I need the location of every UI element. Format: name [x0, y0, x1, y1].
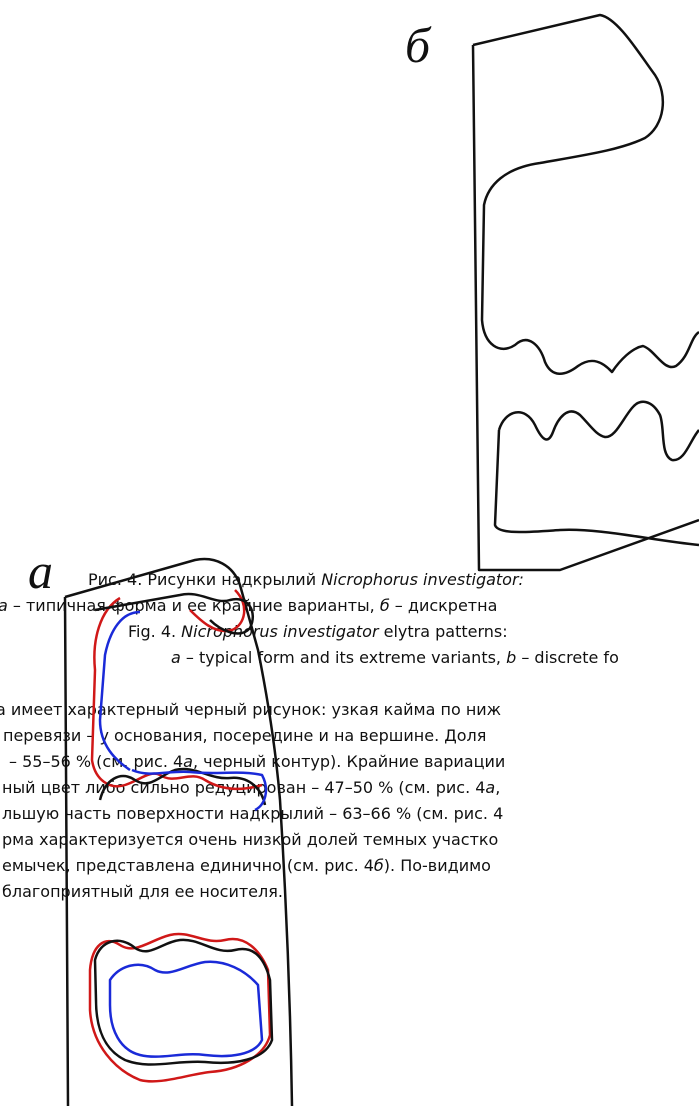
text: рма характеризуется очень низкой долей т… [2, 830, 499, 849]
text-line: a – typical form and its extreme variant… [171, 648, 619, 668]
pattern-contour-black [93, 592, 274, 1066]
text-line: рма характеризуется очень низкой долей т… [2, 830, 498, 850]
italic-text: а [0, 596, 8, 615]
figure-label: а [28, 543, 53, 599]
elytron-outline [63, 557, 294, 1106]
text: – дискретна [389, 596, 498, 615]
text-line: Fig. 4. Nicrophorus investigator elytra … [128, 622, 508, 642]
text: – typical form and its extreme variants, [180, 648, 507, 667]
italic-text: а [183, 752, 193, 771]
text-line: перевязи – у основания, посередине и на … [3, 726, 486, 746]
italic-text: б [379, 596, 390, 615]
text: – 55–56 % (см. рис. 4 [9, 752, 184, 771]
text: емычек, представлена единично (см. рис. … [2, 856, 374, 875]
pattern-contour-blue [98, 610, 268, 1058]
figure-label: б [405, 17, 432, 73]
text: , [495, 778, 501, 797]
italic-text: Nicrophorus investigator: [321, 570, 524, 589]
text: благоприятный для ее носителя. [2, 882, 283, 901]
text: – типичная форма и ее крайние варианты, [7, 596, 380, 615]
elytron-outline [471, 13, 699, 572]
text-line: а – типичная форма и ее крайние варианты… [0, 596, 497, 616]
italic-text: Nicrophorus investigator [181, 622, 379, 641]
text: перевязи – у основания, посередине и на … [3, 726, 487, 745]
text: а имеет характерный черный рисунок: узка… [0, 700, 502, 719]
text-line: благоприятный для ее носителя. [2, 882, 283, 902]
italic-text: b [506, 648, 517, 667]
text-line: льшую часть поверхности надкрылий – 63–6… [2, 804, 503, 824]
text: , черный контур). Крайние вариации [192, 752, 506, 771]
text: elytra patterns: [378, 622, 508, 641]
italic-text: a [171, 648, 181, 667]
italic-text: б [373, 856, 384, 875]
pattern-contour-red [88, 589, 272, 1083]
pattern-contour [493, 400, 699, 547]
text: – discrete fo [516, 648, 619, 667]
text: льшую часть поверхности надкрылий – 63–6… [2, 804, 504, 823]
text-line: емычек, представлена единично (см. рис. … [2, 856, 491, 876]
text: ). По-видимо [383, 856, 491, 875]
text-line: а имеет характерный черный рисунок: узка… [0, 700, 501, 720]
italic-text: а [485, 778, 496, 797]
text-line: – 55–56 % (см. рис. 4а, черный контур). … [9, 752, 505, 772]
text: Fig. 4. [128, 622, 182, 641]
